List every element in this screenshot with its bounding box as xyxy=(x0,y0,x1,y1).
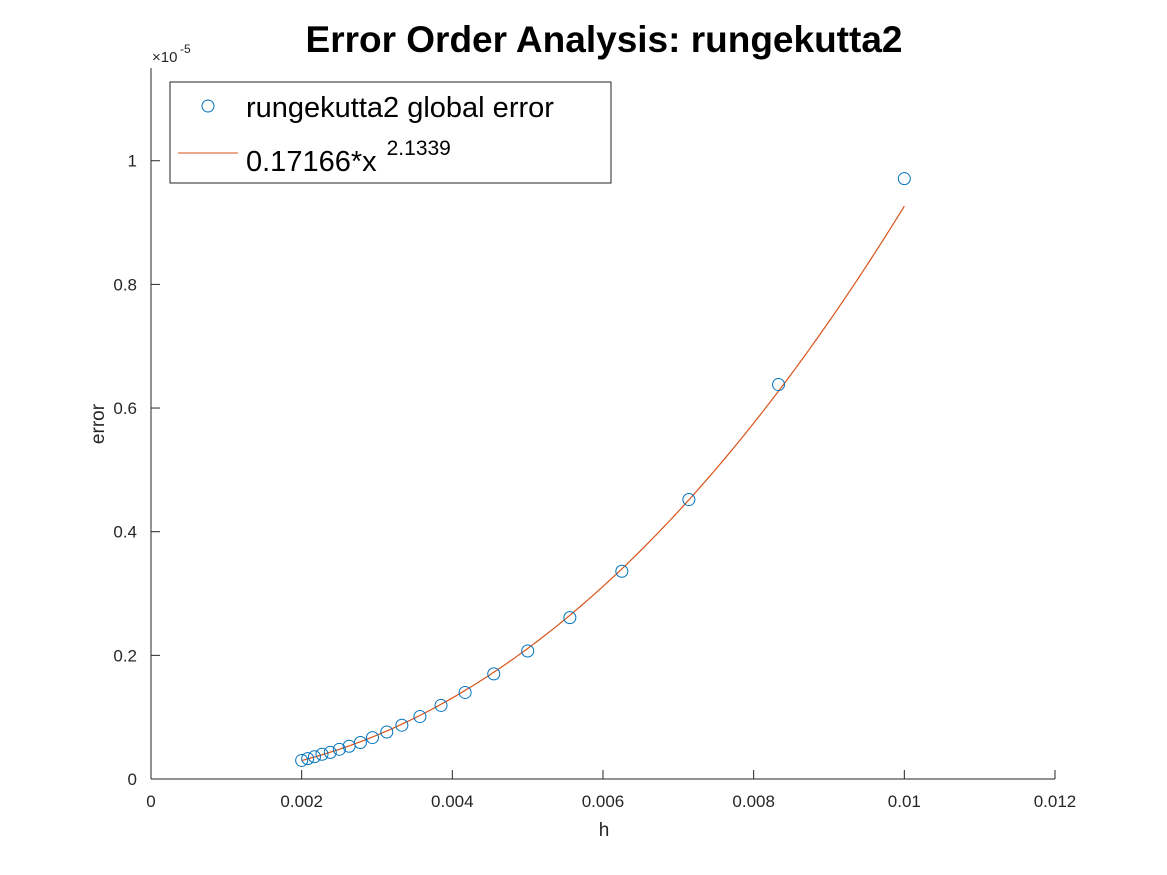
x-tick-label: 0 xyxy=(146,792,155,811)
error-point xyxy=(295,753,309,767)
error-point xyxy=(434,698,448,712)
error-point xyxy=(458,685,472,699)
error-point xyxy=(772,378,786,392)
y-axis-label: error xyxy=(88,403,109,444)
y-exponent-label: ×10 -5 xyxy=(152,42,191,66)
y-ticks: 0 0.2 0.4 0.6 0.8 1 xyxy=(113,152,160,789)
error-point xyxy=(395,718,409,732)
plot-area: 0 0.002 0.004 0.006 0.008 0.01 0.012 0 0.2 0.4 0.… xyxy=(113,68,1076,811)
fit-line-series xyxy=(301,205,905,762)
x-tick-label: 0.002 xyxy=(280,792,323,811)
error-point xyxy=(301,752,315,766)
y-tick-label: 0.2 xyxy=(113,646,137,665)
x-tick-label: 0.004 xyxy=(431,792,474,811)
error-point xyxy=(682,493,696,507)
error-point xyxy=(365,731,379,745)
error-point xyxy=(353,736,367,750)
legend-fit-prefix: 0.17166*x xyxy=(246,146,377,178)
axes-background xyxy=(151,68,1055,779)
legend-entry-fit: 0.17166*x 2.1339 xyxy=(246,137,451,178)
legend-fit-exponent: 2.1339 xyxy=(387,137,451,160)
y-tick-label: 0 xyxy=(128,770,137,789)
y-tick-label: 0.6 xyxy=(113,399,137,418)
error-point xyxy=(563,611,577,625)
error-point xyxy=(380,725,394,739)
error-point xyxy=(307,750,321,764)
x-tick-label: 0.008 xyxy=(732,792,775,811)
x-tick-label: 0.006 xyxy=(582,792,625,811)
global-error-series xyxy=(295,172,911,767)
x-axis-label: h xyxy=(599,820,610,841)
y-tick-label: 0.8 xyxy=(113,275,137,294)
chart-title: Error Order Analysis: rungekutta2 xyxy=(306,19,903,60)
y-exponent-power: -5 xyxy=(180,42,191,56)
y-tick-label: 1 xyxy=(128,152,137,171)
legend: rungekutta2 global error 0.17166*x 2.1339 xyxy=(169,81,612,184)
error-point xyxy=(413,710,427,724)
y-exponent-base: ×10 xyxy=(152,49,177,66)
error-point xyxy=(487,667,501,681)
legend-entry-error: rungekutta2 global error xyxy=(246,92,554,124)
x-ticks: 0 0.002 0.004 0.006 0.008 0.01 0.012 xyxy=(146,770,1076,811)
error-point xyxy=(615,564,629,578)
fit-line xyxy=(301,205,905,762)
error-point xyxy=(332,742,346,756)
error-point xyxy=(315,747,329,761)
error-point xyxy=(521,644,535,658)
error-point xyxy=(323,745,337,759)
legend-box xyxy=(169,81,612,184)
x-tick-label: 0.012 xyxy=(1034,792,1077,811)
legend-marker-circle xyxy=(201,99,215,113)
error-point xyxy=(897,172,911,186)
x-tick-label: 0.01 xyxy=(888,792,921,811)
y-tick-label: 0.4 xyxy=(113,523,137,542)
